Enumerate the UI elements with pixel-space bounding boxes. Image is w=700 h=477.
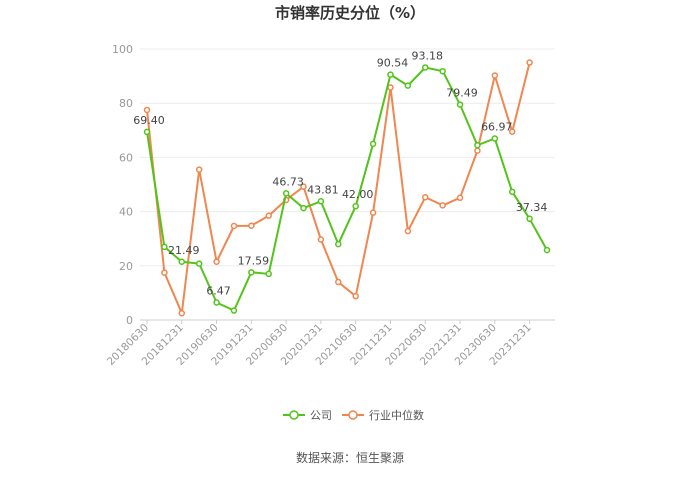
legend[interactable]: 公司 行业中位数 bbox=[283, 408, 424, 422]
data-point bbox=[526, 59, 533, 66]
data-point bbox=[143, 106, 151, 114]
legend-item-industry-median[interactable]: 行业中位数 bbox=[342, 408, 424, 422]
y-tick-label: 60 bbox=[119, 151, 133, 164]
data-point bbox=[404, 82, 412, 89]
data-point bbox=[248, 269, 255, 276]
data-point bbox=[178, 258, 186, 266]
data-point bbox=[543, 246, 551, 254]
data-point bbox=[387, 71, 394, 78]
data-point bbox=[422, 64, 429, 71]
data-label: 93.18 bbox=[412, 49, 444, 62]
series-layer bbox=[143, 59, 551, 317]
data-point bbox=[230, 307, 238, 314]
data-label: 21.49 bbox=[168, 244, 200, 257]
data-point bbox=[282, 190, 290, 197]
legend-item-company[interactable]: 公司 bbox=[283, 409, 332, 422]
data-point bbox=[335, 278, 342, 286]
data-point bbox=[317, 198, 325, 205]
data-point bbox=[474, 141, 481, 149]
chart-title: 市销率历史分位（%） bbox=[275, 4, 425, 22]
data-point bbox=[213, 258, 220, 265]
data-point bbox=[265, 212, 272, 219]
data-label: 79.49 bbox=[446, 87, 478, 100]
data-point bbox=[369, 140, 377, 148]
data-point bbox=[265, 270, 272, 278]
data-point bbox=[300, 204, 307, 212]
data-point bbox=[317, 236, 325, 243]
y-tick-label: 80 bbox=[119, 97, 133, 110]
data-point bbox=[422, 193, 429, 201]
data-point bbox=[248, 222, 255, 229]
legend-label: 行业中位数 bbox=[369, 408, 424, 422]
data-point bbox=[404, 227, 412, 235]
data-source: 数据来源：恒生聚源 bbox=[296, 450, 404, 465]
data-point bbox=[143, 128, 151, 136]
data-point bbox=[456, 194, 464, 202]
data-point bbox=[300, 183, 307, 190]
data-point bbox=[352, 202, 359, 210]
grid-layer bbox=[140, 48, 555, 267]
data-point bbox=[335, 240, 342, 248]
data-point bbox=[195, 166, 203, 173]
data-point bbox=[439, 202, 446, 209]
y-tick-label: 20 bbox=[119, 260, 133, 273]
data-point bbox=[178, 309, 186, 317]
legend-marker bbox=[348, 410, 358, 420]
data-point bbox=[161, 243, 168, 251]
data-label: 6.47 bbox=[206, 284, 231, 297]
data-label: 69.40 bbox=[133, 114, 165, 127]
data-point bbox=[439, 67, 446, 75]
data-point bbox=[161, 269, 168, 276]
legend-marker bbox=[289, 410, 299, 420]
data-label: 46.73 bbox=[272, 175, 304, 188]
data-point bbox=[195, 260, 203, 267]
data-label: 42.00 bbox=[342, 188, 374, 201]
y-tick-label: 100 bbox=[112, 43, 133, 56]
y-tick-label: 0 bbox=[126, 314, 133, 327]
data-label: 66.97 bbox=[481, 121, 513, 134]
data-point bbox=[230, 222, 238, 230]
data-point bbox=[508, 128, 516, 135]
data-point bbox=[474, 147, 481, 154]
data-point bbox=[508, 188, 516, 196]
data-point bbox=[213, 299, 220, 306]
data-point bbox=[369, 209, 377, 216]
data-point bbox=[491, 72, 499, 79]
data-label: 17.59 bbox=[238, 254, 270, 267]
axis-layer: 0204060801002018063020181231201906302019… bbox=[105, 43, 555, 368]
data-label: 43.81 bbox=[307, 183, 339, 196]
data-label: 37.34 bbox=[516, 201, 548, 214]
data-point bbox=[456, 101, 464, 108]
data-point bbox=[491, 135, 499, 142]
legend-label: 公司 bbox=[310, 409, 332, 422]
data-point bbox=[526, 215, 533, 223]
data-point bbox=[352, 292, 359, 300]
y-tick-label: 40 bbox=[119, 206, 133, 219]
data-label: 90.54 bbox=[377, 57, 409, 70]
